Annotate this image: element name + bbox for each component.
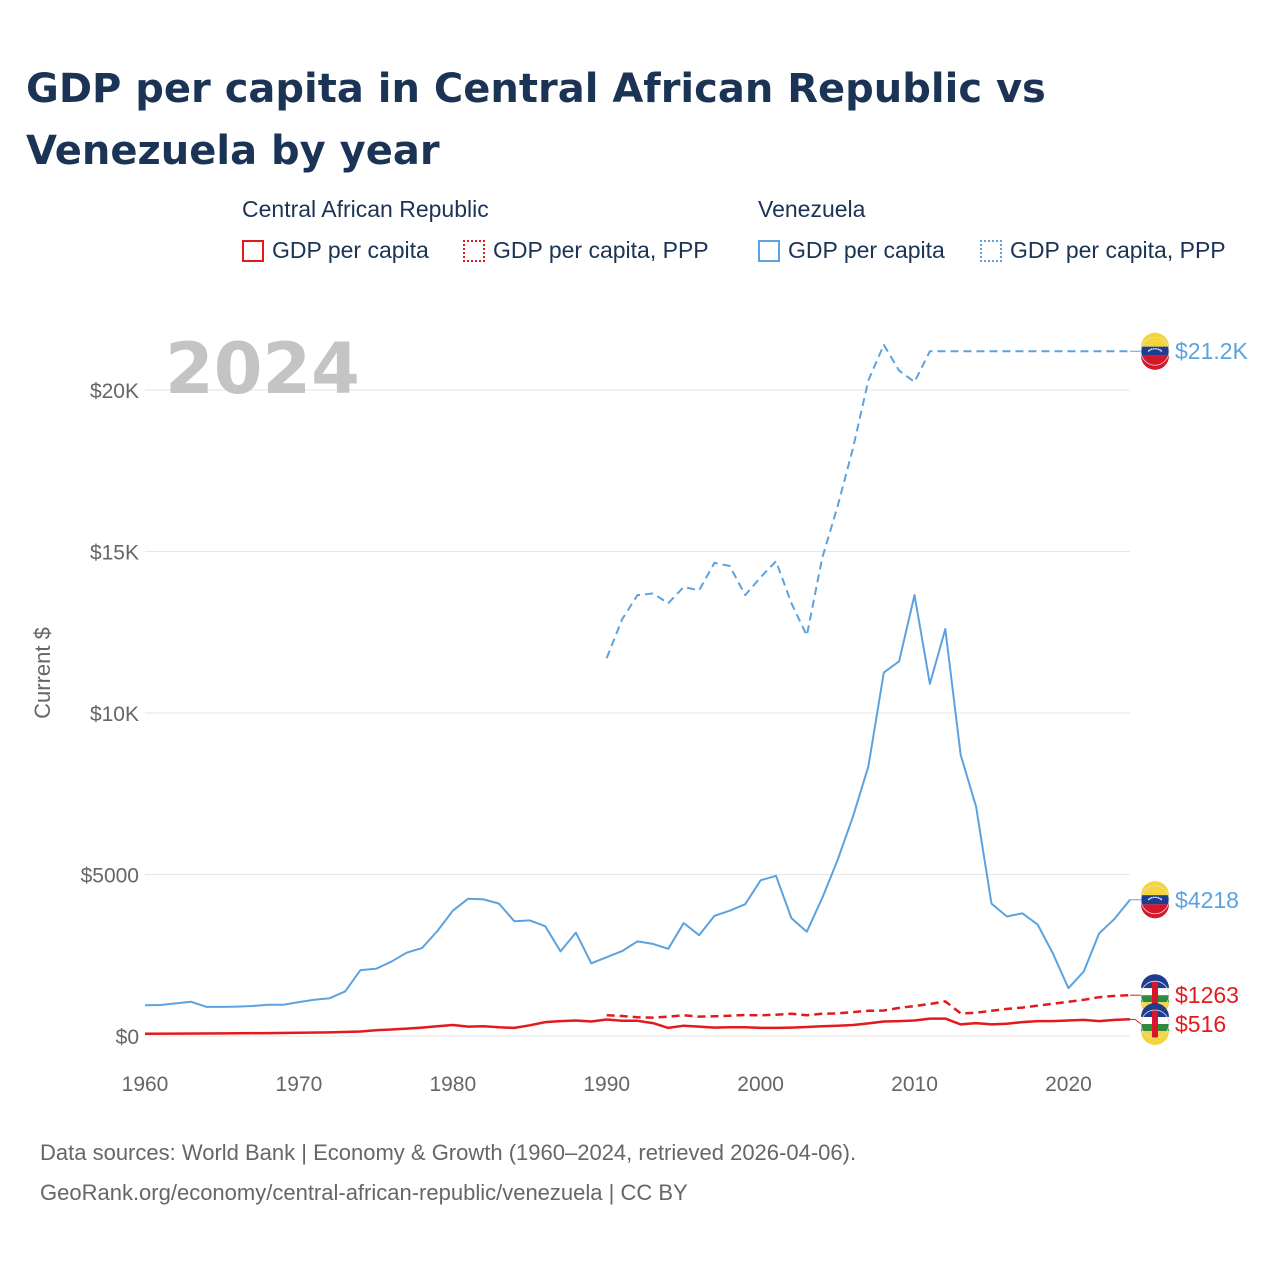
flag-stripe-red — [1152, 981, 1158, 1010]
y-tick-label: $0 — [116, 1026, 139, 1049]
flag-star — [1147, 898, 1150, 901]
y-tick-label: $20K — [90, 380, 139, 403]
series-line-ven-gdp — [144, 594, 1131, 1008]
legend-group-ven: Venezuela — [758, 196, 866, 222]
x-tick-label: 2010 — [891, 1073, 938, 1096]
flag-star — [1159, 897, 1161, 900]
flag-star — [1155, 896, 1157, 899]
legend-item-ven-gdp-ppp[interactable]: GDP per capita, PPP — [980, 237, 1226, 264]
flag-stripe-yellow — [1141, 881, 1169, 896]
legend-item-car-gdp-ppp[interactable]: GDP per capita, PPP — [463, 237, 709, 264]
flag-star — [1149, 349, 1151, 351]
x-tick-label: 1970 — [276, 1073, 323, 1096]
legend-label: GDP per capita — [788, 237, 945, 263]
flag-stripe-red — [1141, 355, 1169, 370]
legend-item-ven-gdp[interactable]: GDP per capita — [758, 237, 945, 264]
legend-swatch-dotted-blue — [980, 239, 1002, 262]
source-line-1: Data sources: World Bank | Economy & Gro… — [40, 1140, 857, 1165]
flag-star — [1160, 898, 1163, 901]
flag-star — [1153, 347, 1155, 350]
year-label: 2024 — [165, 328, 360, 410]
flag-stripe-red — [1141, 904, 1169, 919]
series-line-ven-ppp — [605, 343, 1130, 659]
y-tick-label: $5000 — [81, 865, 139, 888]
y-axis-label: Current $ — [30, 627, 55, 719]
x-tick-label: 2020 — [1045, 1073, 1092, 1096]
chart-title: GDP per capita in Central African Republ… — [26, 66, 1046, 174]
x-tick-label: 1990 — [583, 1073, 630, 1096]
series-line-car-gdp — [144, 1017, 1131, 1035]
flag-star — [1159, 349, 1161, 351]
end-value-label: $21.2K — [1175, 338, 1249, 364]
x-tick-label: 2000 — [737, 1073, 784, 1096]
flag-star — [1155, 347, 1157, 350]
flag-stripe-blue — [1141, 346, 1169, 356]
legend-group-car: Central African Republic — [242, 196, 489, 222]
flag-star — [1149, 897, 1151, 900]
legend-label: GDP per capita — [272, 237, 429, 263]
axes: $0 $5000 $10K $15K $20K 1960 1970 1980 1990 2000 2… — [30, 328, 1092, 1096]
end-value-label: $516 — [1175, 1011, 1226, 1037]
series-lines — [144, 343, 1131, 1035]
flag-stripe-blue — [1141, 895, 1169, 905]
y-tick-label: $10K — [90, 703, 139, 726]
flag-stripe-yellow — [1141, 332, 1169, 347]
legend-swatch-dotted-red — [463, 239, 485, 262]
flag-outline — [1140, 1009, 1170, 1039]
flag-star — [1157, 896, 1159, 899]
end-markers: $21.2K $4218 $1263 $516 — [1130, 332, 1249, 1045]
x-tick-label: 1980 — [429, 1073, 476, 1096]
series-line-car-ppp — [606, 993, 1131, 1019]
source-line-2: GeoRank.org/economy/central-african-repu… — [40, 1180, 688, 1205]
venezuela-flag-icon — [1140, 332, 1170, 370]
flag-stripe-red — [1152, 1010, 1158, 1038]
y-tick-label: $15K — [90, 542, 139, 565]
central-african-republic-flag-icon — [1140, 1003, 1170, 1045]
venezuela-flag-icon — [1140, 881, 1170, 919]
legend-label: GDP per capita, PPP — [493, 237, 709, 263]
legend-swatch-solid-blue — [758, 239, 780, 262]
legend-item-car-gdp[interactable]: GDP per capita — [242, 237, 429, 264]
flag-star — [1160, 350, 1163, 352]
legend-swatch-solid-red — [242, 239, 264, 262]
flag-outline — [1140, 336, 1170, 366]
legend-label: GDP per capita, PPP — [1010, 237, 1226, 263]
label-connector — [1130, 1018, 1142, 1025]
flag-star — [1151, 896, 1153, 899]
gridlines — [145, 389, 1130, 1037]
flag-star — [1157, 348, 1159, 350]
end-value-label: $1263 — [1175, 982, 1239, 1008]
flag-star — [1153, 896, 1155, 899]
end-value-label: $4218 — [1175, 887, 1239, 913]
flag-star — [1147, 350, 1150, 352]
x-tick-label: 1960 — [122, 1073, 169, 1096]
flag-outline — [1140, 885, 1170, 915]
flag-star — [1151, 348, 1153, 350]
